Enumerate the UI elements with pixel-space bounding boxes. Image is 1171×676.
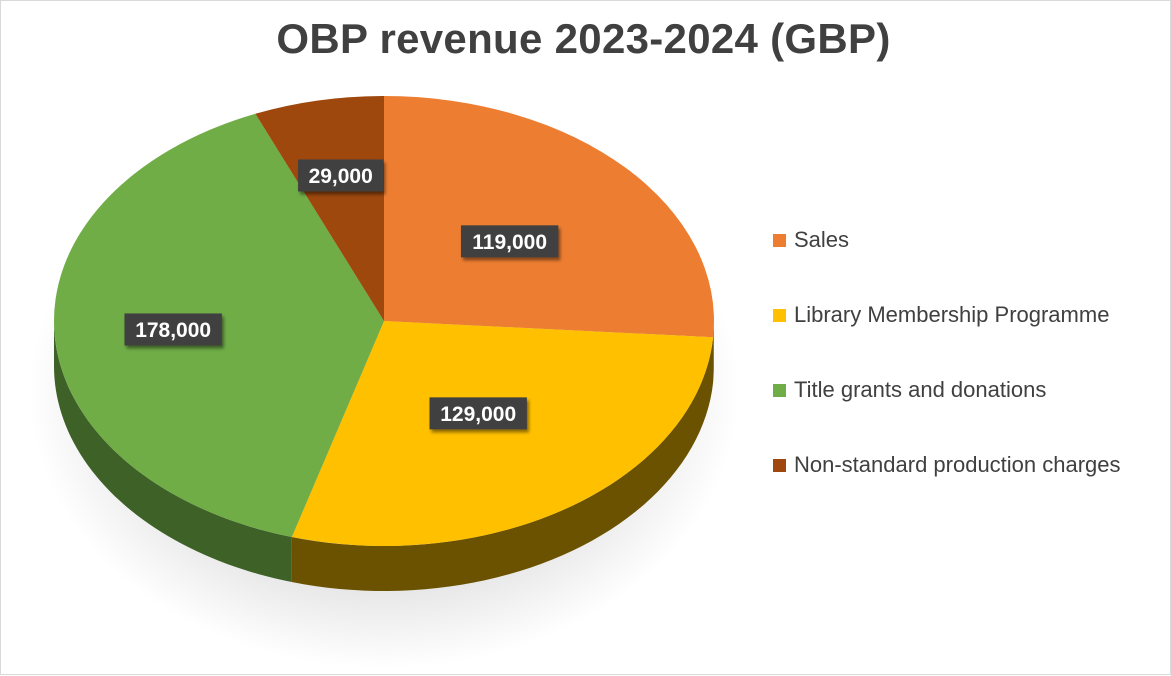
data-label-non-standard-production: 29,000 — [298, 159, 384, 192]
legend-label-non-standard-production: Non-standard production charges — [794, 452, 1121, 477]
legend-label-library-membership: Library Membership Programme — [794, 302, 1110, 327]
data-label-text-sales: 119,000 — [472, 231, 547, 254]
pie-side-sales — [713, 321, 714, 383]
pie-slice-sales — [384, 96, 714, 338]
legend: Sales Library Membership Programme Title… — [773, 223, 1121, 523]
legend-item-title-grants: Title grants and donations — [773, 373, 1121, 407]
legend-item-sales: Sales — [773, 223, 1121, 257]
data-label-box-library-membership — [429, 397, 527, 430]
legend-swatch-sales — [773, 233, 786, 247]
pie-side-title-grants — [54, 321, 292, 583]
legend-swatch-non-standard-production — [773, 458, 786, 472]
data-label-box-title-grants — [124, 313, 222, 346]
data-label-text-library-membership: 129,000 — [440, 403, 516, 426]
pie-slice-library-membership — [291, 321, 714, 546]
legend-label-title-grants: Title grants and donations — [794, 377, 1047, 402]
data-label-library-membership: 129,000 — [429, 397, 527, 430]
legend-label-sales: Sales — [794, 227, 850, 252]
legend-item-library-membership: Library Membership Programme — [773, 298, 1121, 332]
legend-swatch-title-grants — [773, 383, 786, 397]
data-label-box-non-standard-production — [298, 159, 384, 192]
pie-side-library-membership — [291, 337, 714, 591]
data-label-box-sales — [460, 225, 559, 258]
data-label-text-non-standard-production: 29,000 — [309, 165, 373, 188]
legend-swatch-library-membership — [773, 308, 786, 322]
data-label-title-grants: 178,000 — [124, 313, 222, 346]
chart-title: OBP revenue 2023-2024 (GBP) — [276, 15, 891, 62]
pie-slice-non-standard-production — [255, 96, 384, 321]
data-label-text-title-grants: 178,000 — [135, 319, 211, 342]
legend-item-non-standard-production: Non-standard production charges — [773, 448, 1121, 482]
data-label-sales: 119,000 — [460, 225, 559, 258]
